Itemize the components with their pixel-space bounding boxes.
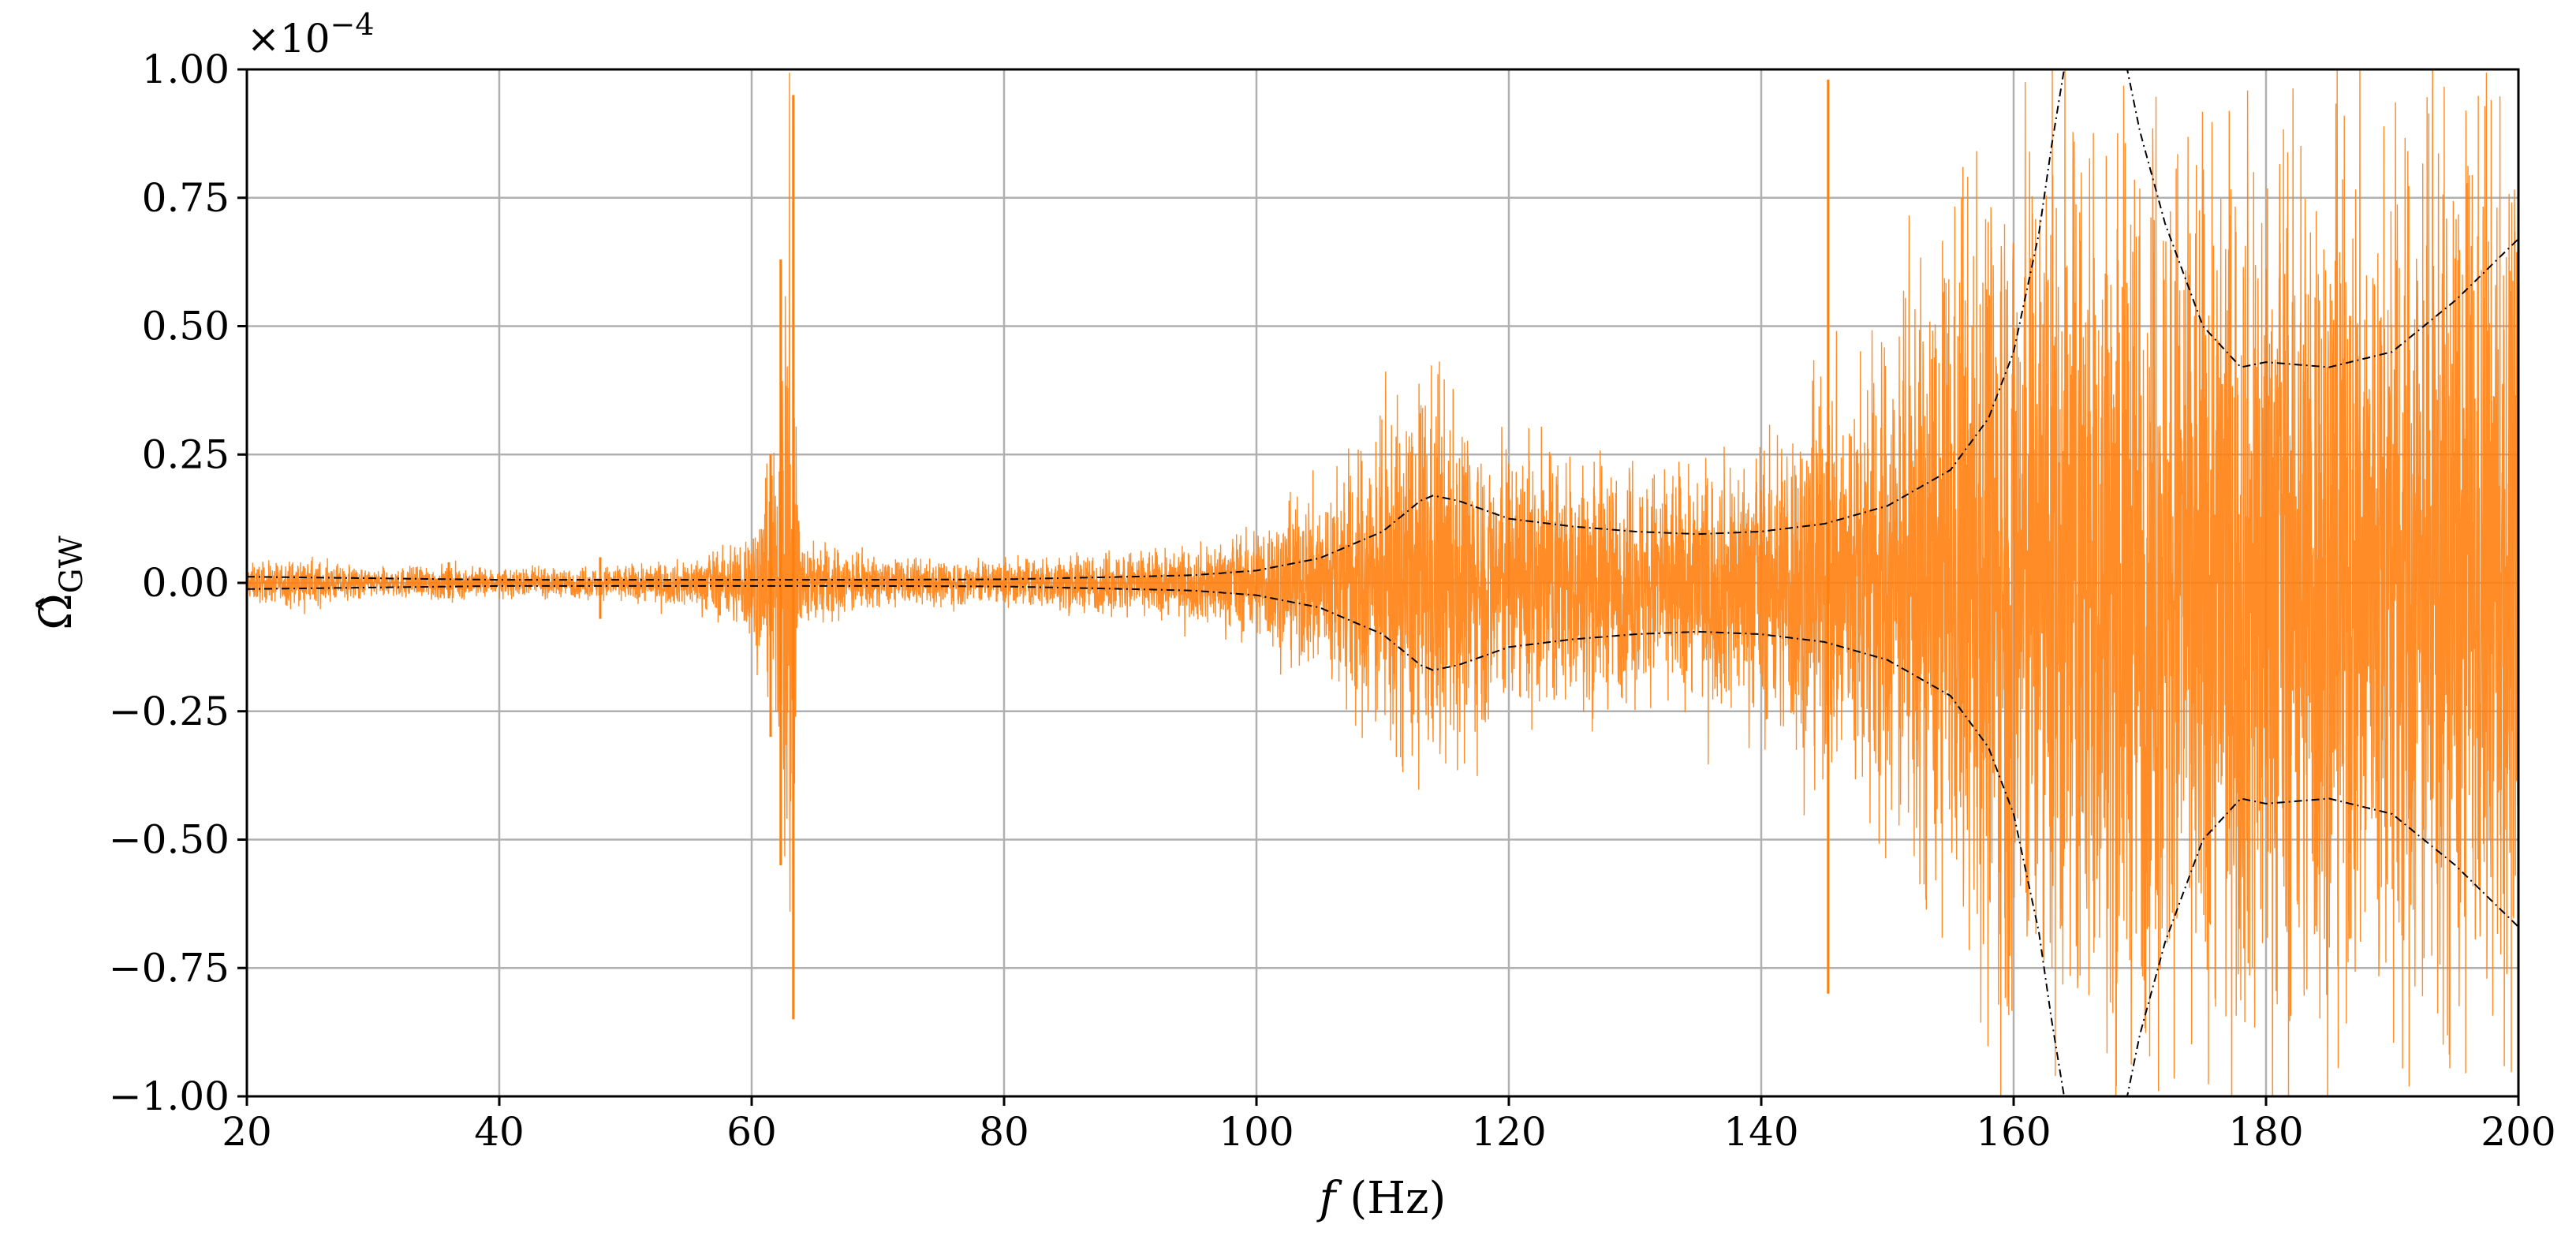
- y-axis: −1.00 −0.75 −0.50 −0.25 0.00 0.25 0.50 0.75 1.00: [109, 47, 247, 1119]
- y-scale-base: ×10: [247, 16, 330, 62]
- y-tick-label: 0.00: [142, 560, 230, 606]
- x-axis-label-unit: (Hz): [1350, 1173, 1446, 1224]
- x-axis-label: f (Hz): [1316, 1173, 1447, 1224]
- y-tick-label: −0.50: [109, 817, 230, 863]
- x-tick-label: 100: [1219, 1109, 1294, 1155]
- x-tick-label: 40: [474, 1109, 525, 1155]
- x-tick-label: 20: [222, 1109, 272, 1155]
- y-tick-label: −0.75: [109, 945, 230, 991]
- y-axis-label-subscript: GW: [54, 536, 90, 593]
- x-tick-label: 80: [979, 1109, 1029, 1155]
- y-axis-label: Ω̂GW: [31, 536, 90, 630]
- y-tick-label: 1.00: [142, 47, 230, 92]
- y-axis-label-symbol: Ω̂: [31, 593, 82, 629]
- x-tick-label: 120: [1471, 1109, 1546, 1155]
- x-tick-label: 160: [1976, 1109, 2051, 1155]
- x-tick-label: 200: [2481, 1109, 2555, 1155]
- plot-area: [247, 69, 2518, 1096]
- y-scale-label: ×10−4: [247, 7, 375, 62]
- y-scale-exponent: −4: [330, 7, 375, 42]
- y-tick-label: −1.00: [109, 1073, 230, 1119]
- y-tick-label: 0.25: [142, 431, 230, 477]
- x-tick-label: 60: [726, 1109, 777, 1155]
- x-axis: 20 40 60 80 100 120 140 160 180 200: [222, 1096, 2556, 1155]
- x-tick-label: 180: [2228, 1109, 2303, 1155]
- y-tick-label: 0.75: [142, 175, 230, 221]
- y-tick-label: −0.25: [109, 689, 230, 734]
- x-tick-label: 140: [1723, 1109, 1798, 1155]
- series-point-estimate: [247, 69, 2518, 1096]
- y-tick-label: 0.50: [142, 304, 230, 349]
- series-line-orange: [247, 69, 2518, 1096]
